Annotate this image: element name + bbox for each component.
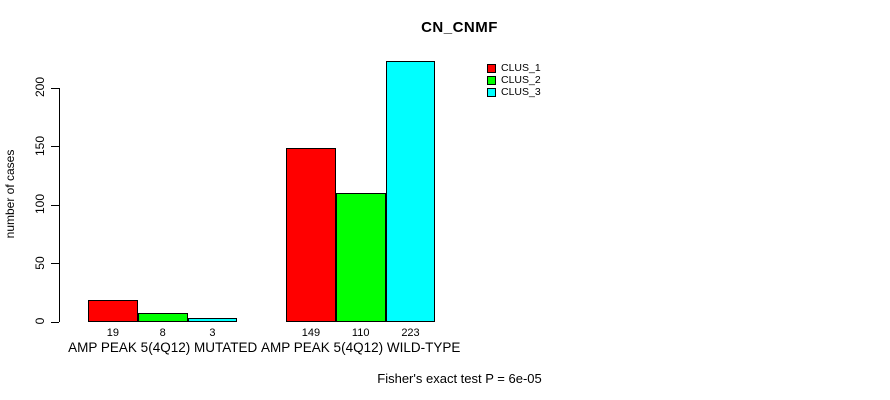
y-tick-mark [51, 87, 59, 89]
annotation-text: Fisher's exact test P = 6e-05 [377, 371, 542, 386]
x-category-label: AMP PEAK 5(4Q12) MUTATED [68, 340, 258, 355]
legend-swatch-icon [487, 63, 496, 73]
bar-clus_1-group1 [88, 299, 138, 322]
bar-value-label: 8 [159, 327, 166, 339]
bar-clus_3-group2 [385, 61, 436, 322]
legend-label: CLUS_3 [501, 86, 541, 98]
legend-label: CLUS_2 [501, 74, 541, 86]
bar-value-label: 3 [209, 327, 216, 339]
bar-value-label: 110 [351, 327, 370, 339]
chart-title: CN_CNMF [421, 19, 498, 36]
y-tick-mark [51, 321, 59, 323]
y-tick-label: 200 [33, 76, 47, 98]
bar-value-label: 149 [301, 327, 321, 339]
y-axis-line [59, 88, 60, 322]
x-category-label: AMP PEAK 5(4Q12) WILD-TYPE [261, 340, 461, 355]
legend-item-clus_1: CLUS_1 [487, 62, 541, 74]
legend-item-clus_2: CLUS_2 [487, 74, 541, 86]
legend-swatch-icon [487, 87, 496, 97]
bar-clus_3-group1 [187, 318, 238, 322]
bar-clus_2-group1 [137, 312, 188, 322]
bar-value-label: 19 [106, 327, 120, 339]
y-tick-mark [51, 146, 59, 147]
legend-label: CLUS_1 [501, 62, 541, 74]
chart-legend: CLUS_1 CLUS_2 CLUS_3 [487, 62, 541, 98]
bar-clus_1-group2 [286, 147, 336, 322]
y-tick-mark [51, 204, 59, 206]
bar-value-label: 223 [401, 327, 420, 339]
legend-swatch-icon [487, 75, 496, 85]
y-tick-mark [51, 263, 59, 264]
bar-clus_2-group2 [335, 193, 386, 322]
y-tick-label: 150 [33, 135, 47, 156]
y-tick-label: 50 [33, 255, 47, 270]
y-tick-label: 100 [33, 193, 47, 215]
legend-item-clus_3: CLUS_3 [487, 86, 541, 98]
y-axis-title: number of cases [3, 149, 17, 239]
